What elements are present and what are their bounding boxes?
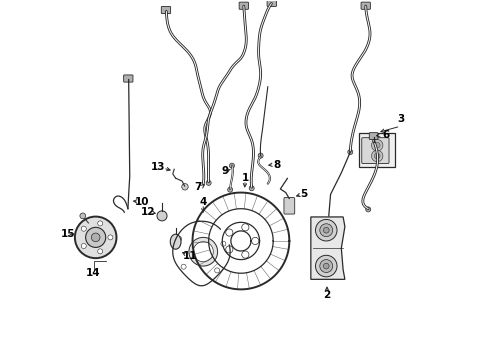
FancyBboxPatch shape — [360, 2, 369, 9]
Circle shape — [315, 220, 336, 241]
Text: 7: 7 — [194, 182, 201, 192]
Circle shape — [214, 268, 219, 273]
Circle shape — [229, 163, 234, 168]
Text: 8: 8 — [273, 159, 280, 170]
Circle shape — [221, 241, 225, 246]
Text: 10: 10 — [135, 197, 149, 207]
Circle shape — [251, 237, 258, 244]
Circle shape — [98, 221, 102, 226]
Circle shape — [319, 224, 332, 237]
Circle shape — [241, 224, 248, 231]
FancyBboxPatch shape — [368, 133, 377, 139]
Circle shape — [373, 142, 379, 148]
Circle shape — [98, 249, 102, 254]
Text: 5: 5 — [300, 189, 306, 199]
Text: 3: 3 — [396, 114, 403, 125]
Bar — [359, 134, 394, 167]
Ellipse shape — [170, 234, 181, 249]
Circle shape — [193, 242, 213, 262]
FancyBboxPatch shape — [161, 6, 170, 14]
Circle shape — [371, 139, 382, 151]
Circle shape — [108, 235, 113, 240]
Polygon shape — [310, 217, 344, 279]
Circle shape — [176, 236, 181, 241]
Circle shape — [157, 211, 167, 221]
Text: 13: 13 — [151, 162, 165, 172]
FancyBboxPatch shape — [123, 75, 133, 82]
Text: 1: 1 — [241, 173, 248, 183]
Circle shape — [75, 217, 116, 258]
Circle shape — [227, 187, 232, 192]
Text: 2: 2 — [323, 290, 330, 300]
Circle shape — [365, 207, 370, 212]
Circle shape — [80, 213, 85, 219]
Text: 12: 12 — [141, 207, 155, 217]
Circle shape — [347, 149, 352, 154]
Circle shape — [206, 180, 211, 185]
Circle shape — [323, 227, 328, 233]
Text: 11: 11 — [183, 251, 197, 261]
Text: 6: 6 — [382, 130, 389, 140]
Circle shape — [225, 229, 232, 236]
Circle shape — [373, 153, 379, 159]
Circle shape — [371, 150, 382, 162]
Circle shape — [319, 260, 332, 273]
Text: 15: 15 — [61, 229, 75, 239]
Circle shape — [323, 263, 328, 269]
Circle shape — [182, 184, 188, 190]
Text: 14: 14 — [85, 268, 100, 278]
Circle shape — [258, 153, 263, 158]
FancyBboxPatch shape — [361, 138, 388, 163]
Circle shape — [91, 233, 100, 242]
Circle shape — [249, 186, 254, 191]
Text: 4: 4 — [199, 197, 206, 207]
FancyBboxPatch shape — [284, 198, 294, 214]
Circle shape — [81, 226, 86, 231]
Circle shape — [85, 227, 105, 247]
Circle shape — [225, 246, 232, 253]
Circle shape — [241, 251, 248, 258]
Circle shape — [181, 264, 186, 269]
Circle shape — [81, 243, 86, 248]
FancyBboxPatch shape — [239, 2, 248, 9]
Circle shape — [315, 255, 336, 277]
Text: 9: 9 — [222, 166, 228, 176]
Circle shape — [188, 237, 217, 266]
FancyBboxPatch shape — [266, 0, 276, 6]
